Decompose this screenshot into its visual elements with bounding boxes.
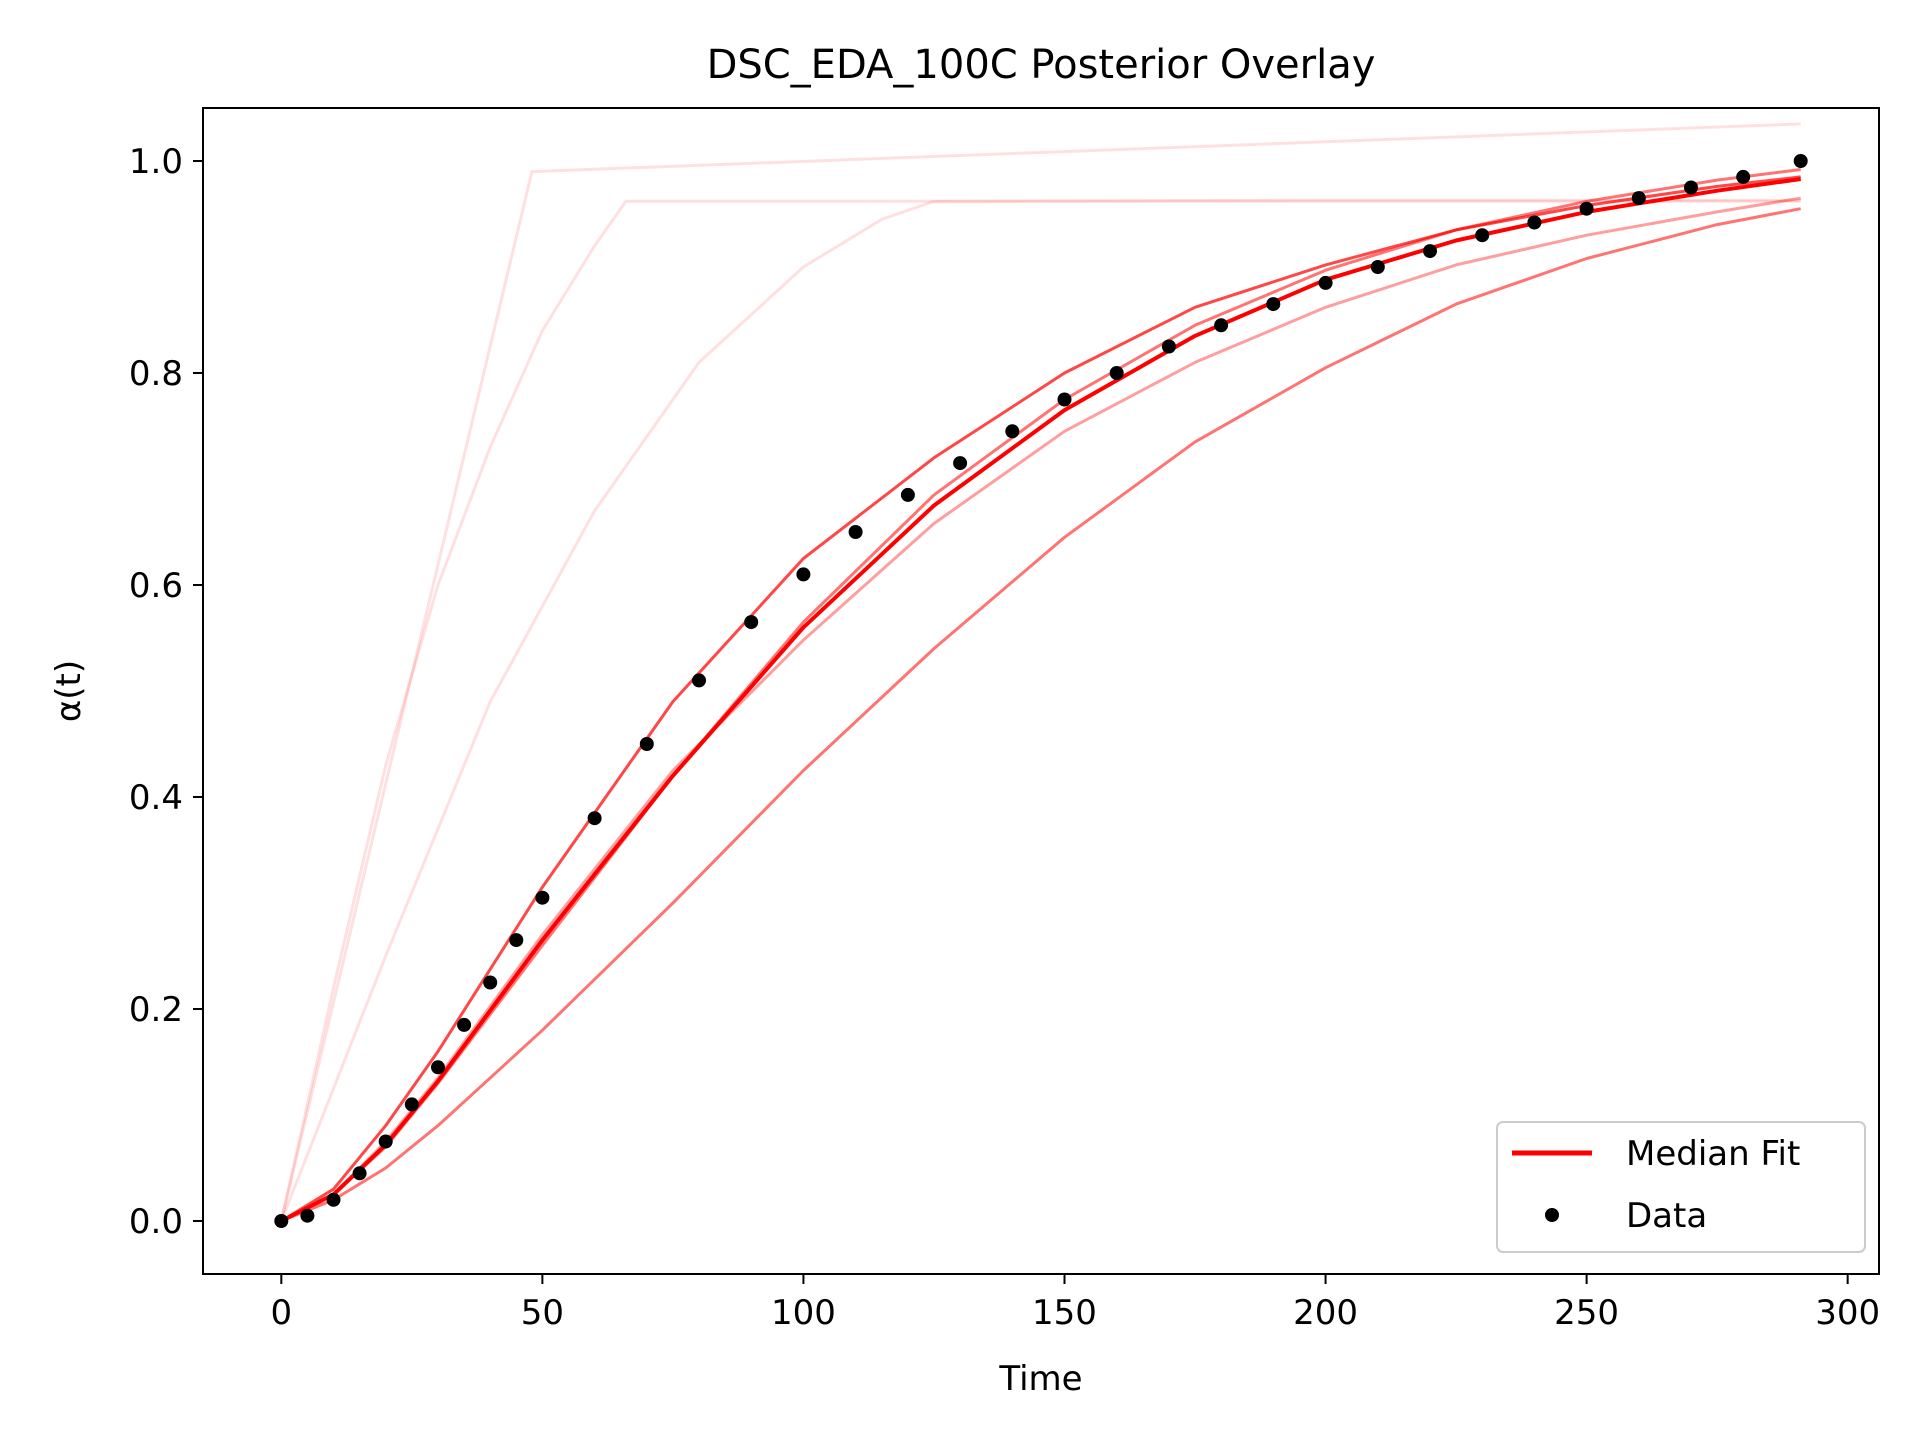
legend: Median Fit Data <box>1496 1121 1866 1253</box>
data-point <box>352 1166 367 1181</box>
data-point <box>1214 318 1229 333</box>
posterior-sample-line-3 <box>280 175 1801 1223</box>
data-point <box>274 1214 289 1228</box>
series-layer <box>279 122 1801 1223</box>
data-point <box>796 567 811 582</box>
data-point <box>848 525 863 539</box>
data-point <box>900 487 915 502</box>
posterior-sample-line-1 <box>279 199 1801 1222</box>
data-point <box>744 615 759 630</box>
y-tick-label: 0.0 <box>129 1202 183 1242</box>
data-point <box>431 1060 445 1075</box>
legend-data-marker <box>1545 1208 1559 1222</box>
x-tick-label: 50 <box>521 1293 564 1333</box>
x-tick-label: 250 <box>1554 1293 1619 1333</box>
data-point <box>953 456 968 471</box>
data-point <box>639 737 654 751</box>
data-point <box>1527 215 1542 230</box>
x-tick-label: 300 <box>1815 1293 1880 1333</box>
data-point <box>1793 154 1808 168</box>
data-point <box>535 890 550 905</box>
x-tick-label: 200 <box>1293 1293 1358 1333</box>
data-point <box>1579 201 1594 216</box>
axis-ticks: 0 50 100 150 200 250 300 0.0 0.2 0.4 0.6 0.8 1.0 <box>129 142 1880 1333</box>
y-tick-label: 0.6 <box>129 566 183 606</box>
data-point <box>457 1017 472 1032</box>
data-point <box>1057 392 1072 407</box>
data-point <box>1423 244 1437 259</box>
data-point <box>1736 169 1751 184</box>
posterior-sample-line-5 <box>280 196 1801 1223</box>
y-axis-label: α(t) <box>49 660 89 722</box>
data-point <box>1318 275 1333 290</box>
data-point <box>1370 260 1385 274</box>
data-point <box>692 673 706 688</box>
data-point <box>404 1097 419 1112</box>
x-tick-label: 0 <box>270 1293 292 1333</box>
data-point <box>1631 191 1646 206</box>
data-point <box>1266 297 1281 312</box>
y-tick-label: 0.4 <box>129 778 183 818</box>
y-tick-label: 1.0 <box>129 142 183 182</box>
data-point <box>1109 366 1124 380</box>
y-tick-label: 0.2 <box>129 990 183 1030</box>
legend-median-label: Median Fit <box>1626 1134 1800 1174</box>
data-point <box>1005 424 1020 439</box>
data-point <box>326 1192 341 1207</box>
data-point <box>300 1208 315 1223</box>
plot-background <box>203 108 1879 1274</box>
x-tick-label: 150 <box>1032 1293 1097 1333</box>
data-point <box>1161 339 1176 354</box>
data-point <box>587 811 602 826</box>
data-point <box>483 975 498 990</box>
posterior-sample-line-0 <box>279 122 1801 1222</box>
plot-frame <box>202 107 1880 1275</box>
data-points-layer <box>274 154 1808 1228</box>
posterior-sample-line-6 <box>280 207 1801 1223</box>
chart-title: DSC_EDA_100C Posterior Overlay <box>707 42 1376 88</box>
data-point <box>1475 228 1490 243</box>
posterior-sample-line-2 <box>279 198 1801 1222</box>
legend-data-label: Data <box>1626 1196 1707 1236</box>
data-point <box>378 1134 393 1149</box>
y-tick-label: 0.8 <box>129 354 183 394</box>
data-point <box>509 933 524 948</box>
median-fit-line <box>280 177 1801 1223</box>
data-point <box>1684 180 1698 195</box>
x-axis-label: Time <box>998 1359 1082 1399</box>
x-tick-label: 100 <box>771 1293 836 1333</box>
